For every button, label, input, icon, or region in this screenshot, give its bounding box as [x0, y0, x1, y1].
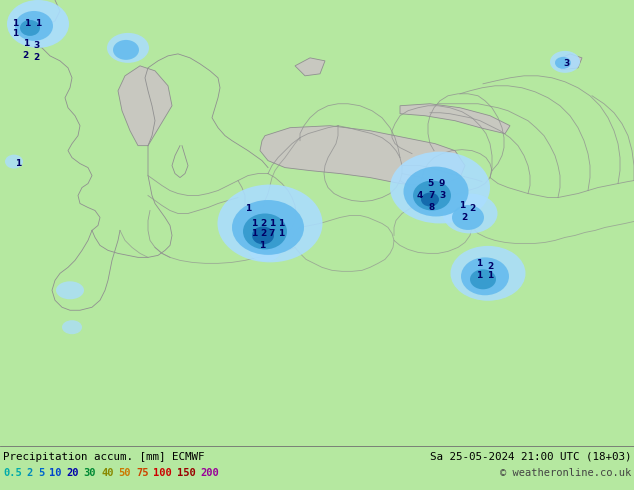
Text: 8: 8	[429, 203, 435, 212]
Ellipse shape	[20, 20, 40, 36]
Text: 100: 100	[153, 468, 172, 478]
Polygon shape	[118, 66, 172, 146]
Text: 3: 3	[564, 59, 570, 68]
Text: 1: 1	[15, 159, 21, 168]
Text: 1: 1	[245, 204, 251, 213]
Text: 20: 20	[67, 468, 79, 478]
Ellipse shape	[413, 180, 451, 211]
Text: Sa 25-05-2024 21:00 UTC (18+03): Sa 25-05-2024 21:00 UTC (18+03)	[429, 452, 631, 462]
Ellipse shape	[390, 151, 490, 223]
Text: 5: 5	[427, 179, 433, 188]
Text: 200: 200	[200, 468, 219, 478]
Text: 1: 1	[476, 271, 482, 280]
Text: 3: 3	[33, 41, 39, 50]
Ellipse shape	[403, 167, 469, 217]
Text: 2: 2	[33, 53, 39, 62]
Ellipse shape	[56, 281, 84, 299]
Ellipse shape	[113, 40, 139, 60]
Text: 150: 150	[177, 468, 196, 478]
Text: 1: 1	[459, 201, 465, 210]
Text: 2: 2	[260, 229, 266, 238]
Ellipse shape	[555, 57, 571, 69]
Ellipse shape	[249, 240, 281, 261]
Ellipse shape	[243, 214, 287, 249]
Text: 2: 2	[461, 213, 467, 222]
Ellipse shape	[5, 155, 23, 169]
Text: 50: 50	[119, 468, 131, 478]
Text: 1: 1	[476, 259, 482, 268]
Polygon shape	[555, 54, 582, 70]
Text: 9: 9	[439, 179, 445, 188]
Text: 1: 1	[12, 29, 18, 38]
Text: 2: 2	[469, 204, 475, 213]
Text: 75: 75	[136, 468, 148, 478]
Ellipse shape	[421, 193, 439, 206]
Polygon shape	[295, 58, 325, 76]
Ellipse shape	[15, 11, 53, 41]
Text: 1: 1	[487, 271, 493, 280]
Ellipse shape	[232, 200, 304, 255]
Ellipse shape	[550, 51, 580, 73]
Ellipse shape	[7, 0, 69, 48]
Text: Precipitation accum. [mm] ECMWF: Precipitation accum. [mm] ECMWF	[3, 452, 205, 462]
Ellipse shape	[470, 270, 496, 289]
Text: 5: 5	[38, 468, 44, 478]
Text: 30: 30	[84, 468, 96, 478]
Text: 40: 40	[101, 468, 113, 478]
Text: 1: 1	[269, 219, 275, 228]
Text: 2: 2	[27, 468, 33, 478]
Text: 1: 1	[12, 20, 18, 28]
Ellipse shape	[252, 226, 274, 245]
Ellipse shape	[62, 320, 82, 334]
Text: 1: 1	[23, 39, 29, 49]
Ellipse shape	[107, 33, 149, 63]
Polygon shape	[260, 126, 465, 186]
Text: 10: 10	[49, 468, 61, 478]
Text: 3: 3	[440, 191, 446, 200]
Text: 7: 7	[429, 191, 435, 200]
Text: 4: 4	[417, 191, 423, 200]
Text: 1: 1	[251, 219, 257, 228]
Text: 1: 1	[24, 20, 30, 28]
Text: 1: 1	[278, 229, 284, 238]
Text: 1: 1	[35, 20, 41, 28]
Polygon shape	[400, 104, 510, 134]
Text: 1: 1	[259, 241, 265, 250]
Text: 2: 2	[22, 51, 28, 60]
Text: 1: 1	[278, 219, 284, 228]
Ellipse shape	[451, 246, 526, 301]
Text: 1: 1	[251, 229, 257, 238]
Ellipse shape	[217, 185, 323, 262]
Text: 2: 2	[260, 219, 266, 228]
Ellipse shape	[443, 194, 498, 233]
Text: © weatheronline.co.uk: © weatheronline.co.uk	[500, 468, 631, 478]
Text: 2: 2	[487, 262, 493, 271]
Text: 7: 7	[269, 229, 275, 238]
Ellipse shape	[452, 205, 484, 230]
Text: 0.5: 0.5	[3, 468, 22, 478]
Ellipse shape	[461, 257, 509, 295]
